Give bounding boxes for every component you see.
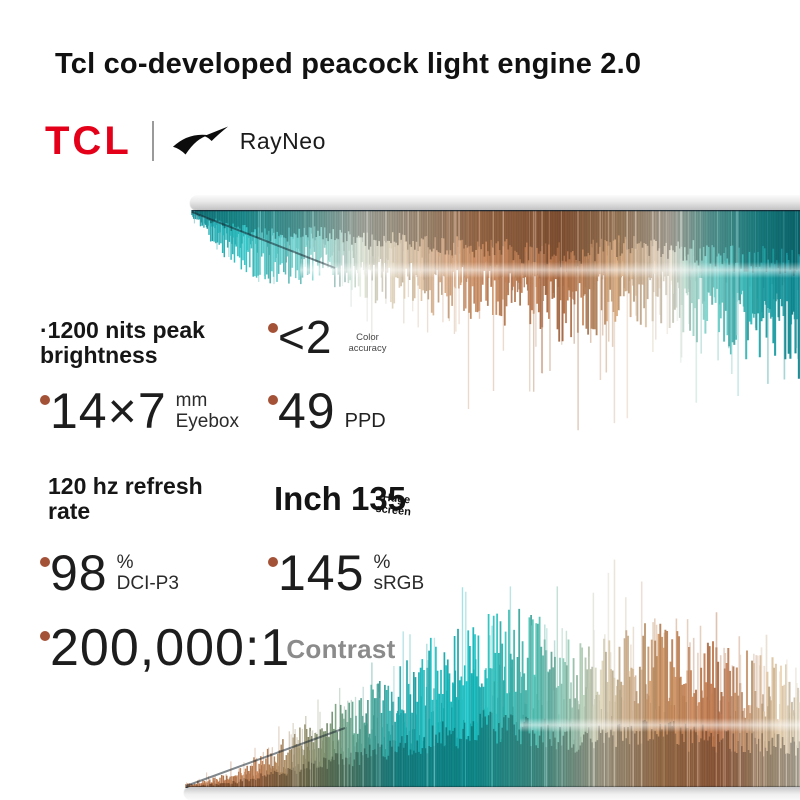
spec-srgb-value: 145 [278,545,365,601]
spec-brightness-line1: ·1200 nits peak [40,317,205,343]
spec-ppd-label: PPD [344,410,386,432]
spec-refresh-line1: 120 hz refresh [48,473,203,499]
spec-eyebox-unit-label: mm Eyebox [176,390,239,433]
spec-ppd-value: 49 [278,383,336,439]
spec-refresh-line2: rate [48,498,91,525]
spec-eyebox-label: Eyebox [175,411,239,433]
spec-color-accuracy-label: Color accuracy [348,332,386,355]
page-title: Tcl co-developed peacock light engine 2.… [55,48,642,80]
bullet-icon [268,395,278,405]
spec-screen-size: Inch 135 Huge screen [274,480,412,518]
bullet-icon [268,323,278,333]
bullet-icon [40,631,50,641]
spec-color-accuracy-label1: Color [356,332,379,343]
spec-color-accuracy: <2 Color accuracy [268,314,386,360]
spec-srgb-unit-label: % sRGB [373,552,424,595]
display-edge-bar-bottom [184,787,800,800]
bullet-icon [40,557,50,567]
spec-brightness-line2: brightness [40,342,158,369]
spectrum-strands-bottom [185,559,800,788]
spec-brightness: ·1200 nits peak brightness [40,317,255,369]
tcl-logo: TCL [45,119,132,163]
spec-contrast-label: Contrast [286,634,396,664]
spec-dcip3-unit: % [116,552,134,573]
logo-divider [151,121,154,161]
spec-screen-note: Huge screen [375,492,413,519]
brand-lockup: TCL RayNeo [45,118,326,164]
spec-dcip3-unit-label: % DCI-P3 [117,552,179,595]
reflection-band-bottom [520,718,800,732]
spec-eyebox-unit: mm [175,390,208,411]
reflection-band-top [300,262,800,278]
spec-eyebox-value: 14×7 [50,383,167,439]
rayneo-bird-icon [172,126,228,155]
spec-screen-value: Inch 135 [274,480,407,517]
spec-refresh-rate: 120 hz refresh rate [48,473,258,525]
spec-ppd: 49 PPD [268,386,386,436]
spec-dcip3-value: 98 [50,545,108,601]
display-edge-bar-top [190,195,800,210]
spec-srgb-label: sRGB [373,573,425,595]
spec-contrast: 200,000:1 Contrast [40,622,396,674]
spec-eyebox: 14×7 mm Eyebox [40,386,239,436]
rayneo-logo-text: RayNeo [239,127,326,154]
spec-color-accuracy-label2: accuracy [348,343,387,355]
spec-srgb: 145 % sRGB [268,548,424,598]
spec-srgb-unit: % [373,552,391,573]
spec-dcip3: 98 % DCI-P3 [40,548,179,598]
bullet-icon [40,395,50,405]
spec-contrast-value: 200,000:1 [50,619,291,677]
spec-color-accuracy-value: <2 [278,311,333,363]
spec-dcip3-label: DCI-P3 [116,573,179,595]
bullet-icon [268,557,278,567]
